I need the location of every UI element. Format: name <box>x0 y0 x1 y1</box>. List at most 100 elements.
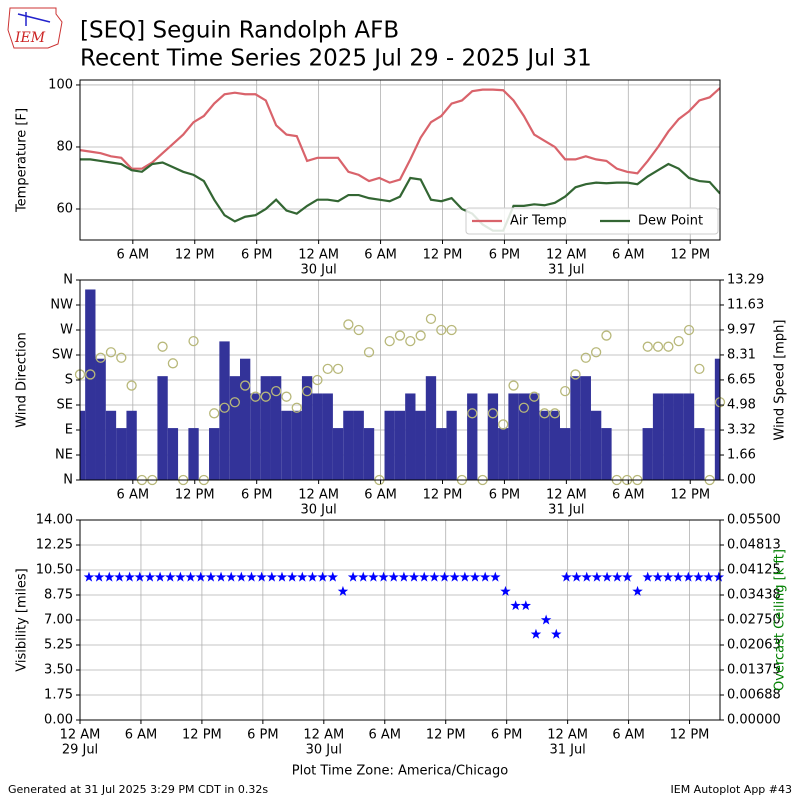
star-marker <box>93 571 105 582</box>
star-marker <box>520 600 532 611</box>
bar <box>529 393 540 480</box>
y2-tick-label: 4.98 <box>727 398 756 413</box>
star-marker <box>195 571 206 582</box>
footer-left: Generated at 31 Jul 2025 3:29 PM CDT in … <box>8 783 268 796</box>
star-marker <box>418 571 430 582</box>
star-marker <box>490 571 501 582</box>
x-date-label: 29 Jul <box>62 743 98 758</box>
y2-tick-label: 0.04125 <box>727 563 781 578</box>
circle-marker <box>363 347 375 358</box>
circle-marker <box>343 319 354 330</box>
star-marker <box>429 571 440 582</box>
bar <box>560 428 571 480</box>
y-tick-label: 10.50 <box>36 563 73 578</box>
y2-tick-label: 13.29 <box>727 273 764 288</box>
circle-marker <box>425 313 437 325</box>
bar <box>209 428 220 480</box>
circle-marker <box>157 341 168 352</box>
y2-tick-label: 0.00000 <box>727 713 781 728</box>
y-tick-label: N <box>63 473 73 488</box>
star-marker <box>469 571 481 582</box>
star-marker <box>256 571 267 582</box>
bar <box>260 376 271 480</box>
star-marker <box>530 628 542 639</box>
bar <box>291 410 302 480</box>
y-tick-label: 0.00 <box>44 713 73 728</box>
star-marker <box>185 571 196 582</box>
star-marker <box>571 571 582 582</box>
bar <box>673 393 684 480</box>
bar <box>126 410 137 480</box>
x-tick-label: 6 AM <box>117 248 150 263</box>
y2-tick-label: 8.31 <box>727 347 756 362</box>
star-marker <box>652 571 664 582</box>
circle-marker <box>498 419 509 430</box>
circle-marker <box>394 330 406 341</box>
line-series <box>80 158 720 232</box>
star-marker <box>459 571 471 582</box>
star-marker <box>540 614 552 625</box>
circle-marker <box>219 402 230 413</box>
y2-tick-label: 0.02063 <box>727 638 781 653</box>
y2-tick-label: 11.63 <box>727 297 764 312</box>
bar <box>157 376 168 480</box>
y2-tick-label: 0.04813 <box>727 538 781 553</box>
star-marker <box>327 571 339 582</box>
circle-marker <box>487 408 499 419</box>
star-marker <box>581 571 592 582</box>
circle-marker <box>673 335 684 347</box>
y2-tick-label: 9.97 <box>727 322 756 337</box>
bar <box>549 410 560 480</box>
x-tick-label: 6 AM <box>364 248 397 263</box>
star-marker <box>693 571 704 582</box>
logo: IEM <box>7 7 63 49</box>
x-tick-label: 6 AM <box>364 488 397 503</box>
bar <box>590 410 602 480</box>
x-date-label: 30 Jul <box>300 263 336 278</box>
star-marker <box>358 571 369 582</box>
circle-marker <box>508 380 519 391</box>
x-tick-label: 12 PM <box>175 248 215 263</box>
plot-clip <box>80 289 720 480</box>
x-tick-label: 12 PM <box>423 248 463 263</box>
star-marker <box>236 571 247 582</box>
bar <box>322 393 333 480</box>
legend-box <box>465 207 719 235</box>
star-marker <box>642 571 653 582</box>
x-tick-label: 6 PM <box>241 248 272 263</box>
bar <box>508 393 519 480</box>
bar <box>80 410 86 480</box>
star-marker <box>205 571 217 582</box>
circle-marker <box>560 385 571 397</box>
circle-marker <box>353 324 364 336</box>
panel: 12 AM 6 AM 12 PM 6 PM 12 AM 6 AM 12 PM 6 PM 12 A… <box>15 513 788 779</box>
y-tick-label: 60 <box>56 201 73 216</box>
x-tick-label: 6 PM <box>241 488 272 503</box>
circle-marker <box>229 397 240 408</box>
circle-marker <box>95 352 106 363</box>
star-marker <box>175 571 186 582</box>
y2-axis-label: Wind Speed [mph] <box>773 320 788 441</box>
x-tick-label: 6 PM <box>489 248 520 263</box>
plot-clip <box>80 87 720 232</box>
x-tick-label: 12 PM <box>426 728 466 743</box>
circle-marker <box>529 391 540 402</box>
y-tick-label: 8.75 <box>44 588 73 603</box>
bar <box>714 358 720 480</box>
bar <box>332 428 344 480</box>
star-marker <box>286 571 298 582</box>
x-tick-label: 6 AM <box>125 728 158 743</box>
bar <box>219 341 230 480</box>
star-marker <box>215 571 227 582</box>
circle-marker <box>683 324 695 336</box>
y-tick-label: W <box>60 323 73 338</box>
circle-marker <box>642 341 653 352</box>
circle-marker <box>518 402 530 413</box>
circle-marker <box>167 358 179 369</box>
bar <box>601 428 612 480</box>
y-tick-label: 100 <box>48 77 73 92</box>
bar <box>487 393 499 480</box>
x-tick-label: 12 PM <box>182 728 222 743</box>
bar <box>683 393 695 480</box>
circle-marker <box>260 391 271 402</box>
